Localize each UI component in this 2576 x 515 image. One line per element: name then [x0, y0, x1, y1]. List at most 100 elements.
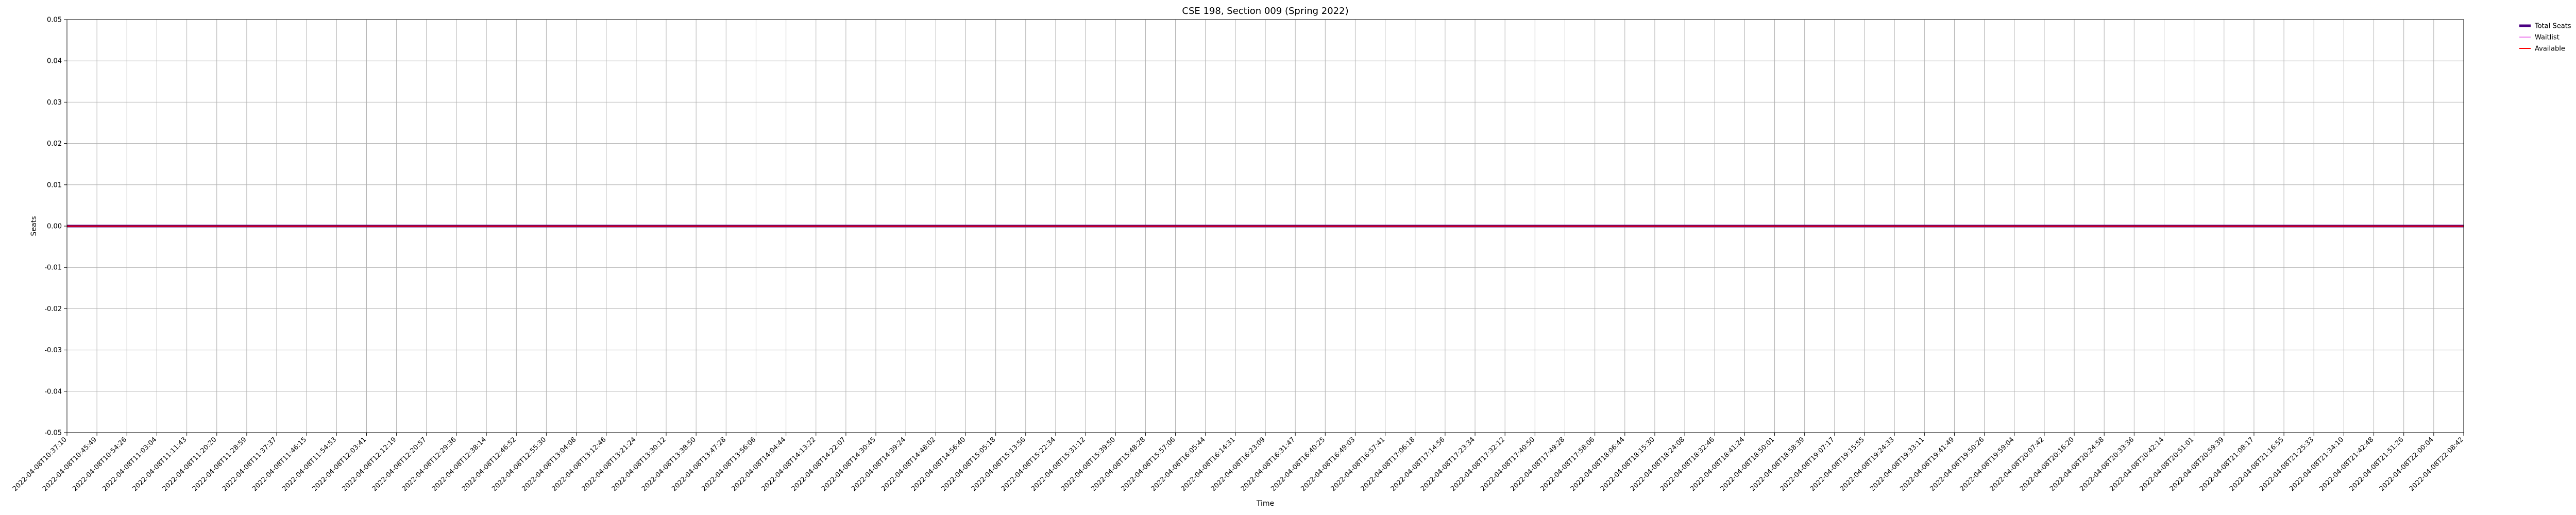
x-tick-label: 2022-04-08T12:29:36	[401, 436, 458, 493]
x-tick-label: 2022-04-08T14:04:44	[730, 436, 787, 493]
x-tick-label: 2022-04-08T12:55:30	[490, 436, 548, 493]
x-tick-label: 2022-04-08T18:41:24	[1689, 436, 1746, 493]
x-tick-label: 2022-04-08T14:22:07	[790, 436, 848, 493]
x-tick-label: 2022-04-08T12:12:19	[341, 436, 398, 493]
x-tick-label: 2022-04-08T20:59:39	[2168, 436, 2226, 493]
y-tick-label: 0.01	[47, 181, 62, 189]
legend-label-available: Available	[2535, 45, 2565, 53]
y-tick-label: -0.02	[44, 305, 62, 313]
x-tick-label: 2022-04-08T16:05:44	[1150, 436, 1207, 493]
x-tick-label: 2022-04-08T18:58:39	[1749, 436, 1806, 493]
x-tick-label: 2022-04-08T11:37:37	[221, 436, 278, 493]
x-tick-label: 2022-04-08T17:49:28	[1509, 436, 1566, 493]
x-tick-label: 2022-04-08T21:25:33	[2258, 436, 2315, 493]
x-tick-label: 2022-04-08T13:56:06	[700, 436, 757, 493]
x-tick-label: 2022-04-08T16:31:47	[1240, 436, 1297, 493]
x-tick-label: 2022-04-08T14:30:45	[820, 436, 877, 493]
x-tick-label: 2022-04-08T20:16:20	[2019, 436, 2076, 493]
x-tick-label: 2022-04-08T21:42:48	[2318, 436, 2375, 493]
x-tick-label: 2022-04-08T13:12:46	[551, 436, 608, 493]
x-tick-label: 2022-04-08T11:03:04	[101, 436, 158, 493]
legend: Total Seats Waitlist Available	[2519, 23, 2571, 53]
x-tick-label: 2022-04-08T14:39:24	[850, 436, 907, 493]
x-tick-label: 2022-04-08T11:11:43	[131, 436, 188, 493]
x-tick-label: 2022-04-08T19:59:04	[1959, 436, 2016, 493]
x-tick-label: 2022-04-08T16:57:41	[1329, 436, 1386, 493]
x-tick-label: 2022-04-08T16:40:25	[1269, 436, 1327, 493]
x-tick-label: 2022-04-08T19:33:11	[1869, 436, 1926, 493]
x-tick-label: 2022-04-08T21:16:55	[2228, 436, 2285, 493]
x-tick-label: 2022-04-08T15:05:18	[940, 436, 997, 493]
x-tick-label: 2022-04-08T21:08:17	[2198, 436, 2256, 493]
x-tick-label: 2022-04-08T16:49:03	[1299, 436, 1357, 493]
x-axis-title: Time	[1256, 500, 1274, 508]
x-tick-label: 2022-04-08T18:06:44	[1569, 436, 1626, 493]
x-axis: 2022-04-08T10:37:102022-04-08T10:45:4920…	[11, 433, 2465, 493]
x-tick-label: 2022-04-08T18:32:46	[1659, 436, 1716, 493]
x-tick-label: 2022-04-08T15:13:56	[970, 436, 1027, 493]
x-tick-label: 2022-04-08T19:50:26	[1928, 436, 1986, 493]
x-tick-label: 2022-04-08T20:33:36	[2078, 436, 2136, 493]
y-axis: -0.05 -0.04 -0.03 -0.02 -0.01 0.00 0.01 0.02 0.0…	[44, 16, 67, 437]
x-tick-label: 2022-04-08T11:54:53	[281, 436, 338, 493]
x-tick-label: 2022-04-08T20:24:58	[2048, 436, 2106, 493]
x-tick-label: 2022-04-08T13:38:50	[640, 436, 698, 493]
x-tick-label: 2022-04-08T19:07:17	[1779, 436, 1836, 493]
x-tick-label: 2022-04-08T16:14:31	[1180, 436, 1237, 493]
x-tick-label: 2022-04-08T15:57:06	[1120, 436, 1177, 493]
x-tick-label: 2022-04-08T22:00:04	[2378, 436, 2435, 493]
x-tick-label: 2022-04-08T11:46:15	[251, 436, 308, 493]
x-tick-label: 2022-04-08T22:08:42	[2408, 436, 2465, 493]
x-tick-label: 2022-04-08T13:21:24	[581, 436, 638, 493]
y-tick-label: -0.01	[44, 264, 62, 272]
chart-title: CSE 198, Section 009 (Spring 2022)	[1182, 6, 1348, 16]
x-tick-label: 2022-04-08T10:45:49	[41, 436, 98, 493]
x-tick-label: 2022-04-08T14:13:22	[760, 436, 818, 493]
y-tick-label: 0.04	[47, 58, 62, 65]
y-axis-title: Seats	[30, 216, 38, 236]
x-tick-label: 2022-04-08T11:20:20	[161, 436, 218, 493]
x-tick-label: 2022-04-08T20:51:01	[2139, 436, 2196, 493]
x-tick-label: 2022-04-08T10:54:26	[71, 436, 128, 493]
y-tick-label: 0.00	[47, 223, 62, 231]
x-tick-label: 2022-04-08T15:22:34	[1000, 436, 1057, 493]
legend-label-total-seats: Total Seats	[2534, 23, 2571, 30]
x-tick-label: 2022-04-08T17:06:18	[1360, 436, 1417, 493]
x-tick-label: 2022-04-08T17:14:56	[1389, 436, 1447, 493]
x-tick-label: 2022-04-08T16:23:09	[1210, 436, 1267, 493]
x-tick-label: 2022-04-08T20:42:14	[2108, 436, 2165, 493]
x-tick-label: 2022-04-08T19:41:49	[1899, 436, 1956, 493]
x-tick-label: 2022-04-08T13:47:28	[670, 436, 727, 493]
x-tick-label: 2022-04-08T10:37:10	[11, 436, 69, 493]
x-tick-label: 2022-04-08T18:50:01	[1719, 436, 1776, 493]
legend-label-waitlist: Waitlist	[2535, 34, 2560, 42]
x-tick-label: 2022-04-08T15:39:50	[1060, 436, 1117, 493]
x-tick-label: 2022-04-08T21:51:26	[2348, 436, 2405, 493]
x-tick-label: 2022-04-08T14:56:40	[910, 436, 967, 493]
x-tick-label: 2022-04-08T18:15:30	[1599, 436, 1656, 493]
x-tick-label: 2022-04-08T12:38:14	[431, 436, 488, 493]
x-tick-label: 2022-04-08T18:24:08	[1629, 436, 1686, 493]
x-tick-label: 2022-04-08T20:07:42	[1989, 436, 2046, 493]
x-tick-label: 2022-04-08T19:15:55	[1809, 436, 1866, 493]
x-tick-label: 2022-04-08T12:03:41	[311, 436, 368, 493]
x-tick-label: 2022-04-08T17:58:06	[1539, 436, 1597, 493]
x-tick-label: 2022-04-08T15:31:12	[1030, 436, 1087, 493]
x-tick-label: 2022-04-08T21:34:10	[2288, 436, 2345, 493]
x-tick-label: 2022-04-08T11:28:59	[191, 436, 248, 493]
x-tick-label: 2022-04-08T12:20:57	[371, 436, 428, 493]
x-tick-label: 2022-04-08T17:32:12	[1449, 436, 1506, 493]
x-tick-label: 2022-04-08T19:24:33	[1839, 436, 1896, 493]
x-tick-label: 2022-04-08T12:46:52	[461, 436, 518, 493]
y-tick-label: 0.02	[47, 140, 62, 148]
y-tick-label: -0.04	[44, 388, 62, 396]
y-tick-label: 0.03	[47, 99, 62, 107]
y-tick-label: -0.03	[44, 347, 62, 354]
x-tick-label: 2022-04-08T13:04:08	[520, 436, 578, 493]
y-tick-label: 0.05	[47, 16, 62, 24]
y-tick-label: -0.05	[44, 430, 62, 437]
x-tick-label: 2022-04-08T14:48:02	[880, 436, 937, 493]
x-tick-label: 2022-04-08T13:30:12	[611, 436, 668, 493]
x-tick-label: 2022-04-08T17:23:34	[1419, 436, 1477, 493]
x-tick-label: 2022-04-08T15:48:28	[1090, 436, 1147, 493]
